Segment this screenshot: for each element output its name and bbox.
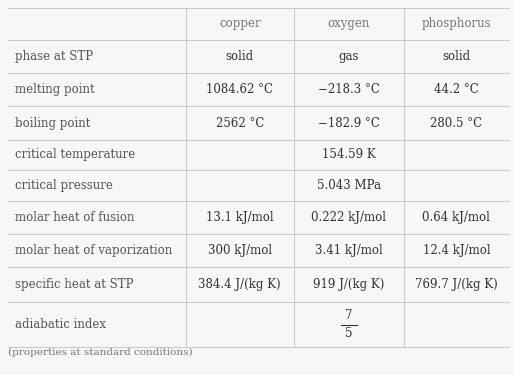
Text: melting point: melting point [15, 83, 94, 96]
Text: adiabatic index: adiabatic index [15, 318, 106, 331]
Text: phase at STP: phase at STP [15, 50, 93, 63]
Text: molar heat of fusion: molar heat of fusion [15, 211, 134, 224]
Text: phosphorus: phosphorus [422, 18, 491, 30]
Text: oxygen: oxygen [327, 18, 370, 30]
Text: 5: 5 [345, 327, 352, 340]
Text: 280.5 °C: 280.5 °C [430, 117, 482, 130]
Text: copper: copper [219, 18, 261, 30]
Text: 5.043 MPa: 5.043 MPa [317, 179, 381, 192]
Text: 919 J/(kg K): 919 J/(kg K) [313, 278, 384, 291]
Text: 7: 7 [345, 309, 352, 322]
Text: 769.7 J/(kg K): 769.7 J/(kg K) [415, 278, 498, 291]
Text: 300 kJ/mol: 300 kJ/mol [208, 244, 272, 257]
Text: gas: gas [339, 50, 359, 63]
Text: 44.2 °C: 44.2 °C [434, 83, 479, 96]
Text: critical pressure: critical pressure [15, 179, 113, 192]
Text: 0.64 kJ/mol: 0.64 kJ/mol [423, 211, 490, 224]
Text: solid: solid [442, 50, 470, 63]
Text: 384.4 J/(kg K): 384.4 J/(kg K) [199, 278, 281, 291]
Text: 1084.62 °C: 1084.62 °C [206, 83, 273, 96]
Text: solid: solid [226, 50, 254, 63]
Text: −182.9 °C: −182.9 °C [318, 117, 380, 130]
Text: specific heat at STP: specific heat at STP [15, 278, 133, 291]
Text: 12.4 kJ/mol: 12.4 kJ/mol [423, 244, 490, 257]
Text: boiling point: boiling point [15, 117, 90, 130]
Text: (properties at standard conditions): (properties at standard conditions) [8, 348, 192, 357]
Text: 154.59 K: 154.59 K [322, 148, 376, 162]
Text: 0.222 kJ/mol: 0.222 kJ/mol [311, 211, 386, 224]
Text: 13.1 kJ/mol: 13.1 kJ/mol [206, 211, 273, 224]
Text: molar heat of vaporization: molar heat of vaporization [15, 244, 172, 257]
Text: 3.41 kJ/mol: 3.41 kJ/mol [315, 244, 383, 257]
Text: −218.3 °C: −218.3 °C [318, 83, 380, 96]
Text: 2562 °C: 2562 °C [215, 117, 264, 130]
Text: critical temperature: critical temperature [15, 148, 135, 162]
